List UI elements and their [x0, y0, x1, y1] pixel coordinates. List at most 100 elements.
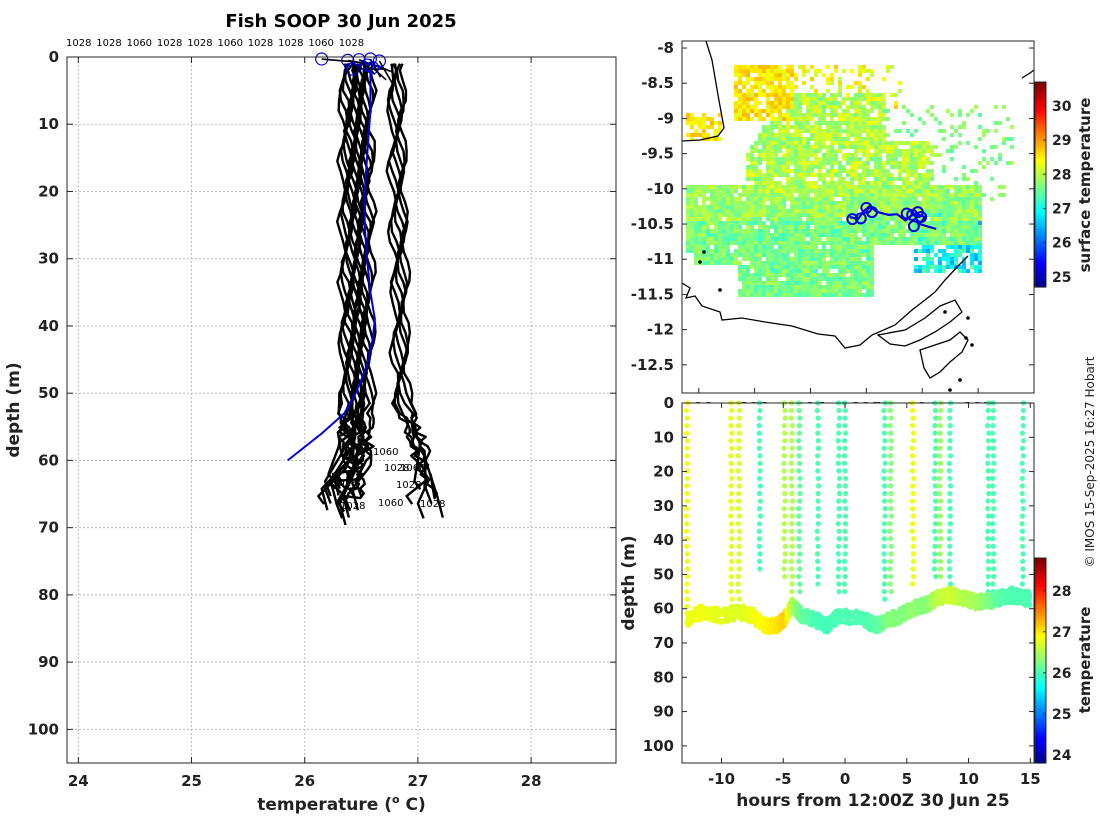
section-sample	[836, 415, 843, 421]
sst-cell	[842, 201, 846, 205]
sst-cell	[922, 225, 926, 229]
sst-cell	[798, 121, 802, 125]
sst-cell	[842, 181, 846, 185]
sst-cell	[778, 141, 782, 145]
sst-colorbar-label: 27	[1052, 201, 1071, 217]
section-sample	[814, 551, 821, 557]
sst-cell	[754, 293, 758, 297]
temp-colorbar-swatch	[1035, 759, 1046, 764]
sst-cell	[690, 205, 694, 209]
sst-cell	[770, 169, 774, 173]
sst-cell	[814, 141, 818, 145]
sst-cell	[794, 201, 798, 205]
sst-cell	[770, 289, 774, 293]
section-sample	[842, 407, 849, 414]
sst-cell	[878, 113, 882, 117]
sst-cell	[770, 189, 774, 193]
sst-cell	[934, 117, 938, 121]
sst-cell	[922, 165, 926, 169]
sst-cell	[778, 149, 782, 153]
sst-cell	[730, 221, 734, 225]
sst-cell	[834, 213, 838, 217]
sst-cell	[950, 197, 954, 201]
sst-cell	[858, 141, 862, 145]
sst-cell	[762, 77, 766, 81]
sst-cell	[862, 269, 866, 273]
sst-cell	[982, 165, 986, 169]
sst-cell	[886, 237, 890, 241]
sst-cell	[850, 269, 854, 273]
sst-cell	[722, 197, 726, 201]
sst-cell	[702, 193, 706, 197]
sst-cell	[830, 73, 834, 77]
sst-cell	[838, 185, 842, 189]
sst-cell	[858, 157, 862, 161]
sst-cell	[754, 85, 758, 89]
top-serial-label: 1028	[187, 38, 212, 49]
sst-cell	[842, 165, 846, 169]
sst-cell	[702, 241, 706, 245]
sst-cell	[918, 269, 922, 273]
sst-cell	[790, 113, 794, 117]
sst-cell	[694, 205, 698, 209]
sst-cell	[926, 249, 930, 253]
sst-cell	[746, 253, 750, 257]
sst-cell	[938, 225, 942, 229]
sst-cell	[810, 221, 814, 225]
sst-cell	[882, 177, 886, 181]
sst-cell	[934, 217, 938, 221]
section-sample	[728, 573, 734, 580]
sst-cell	[834, 245, 838, 249]
sst-cell	[814, 125, 818, 129]
sst-cell	[938, 193, 942, 197]
sst-cell	[722, 257, 726, 261]
sst-cell	[838, 233, 842, 237]
sst-cell	[830, 237, 834, 241]
sst-cell	[870, 201, 874, 205]
sst-cell	[878, 221, 882, 225]
sst-cell	[810, 169, 814, 173]
sst-cell	[774, 97, 778, 101]
sst-colorbar-swatch	[1035, 98, 1046, 102]
sst-cell	[754, 149, 758, 153]
sst-cell	[838, 101, 842, 105]
section-sample	[735, 588, 741, 595]
section-sample	[789, 521, 795, 527]
sst-cell	[918, 237, 922, 241]
sst-cell	[810, 113, 814, 117]
sst-cell	[990, 177, 994, 181]
sst-cell	[822, 245, 826, 249]
sst-cell	[766, 153, 770, 157]
sst-cell	[866, 137, 870, 141]
sst-cell	[918, 189, 922, 193]
sst-cell	[810, 233, 814, 237]
section-sample	[814, 407, 820, 414]
sst-cell	[806, 97, 810, 101]
sst-cell	[842, 213, 846, 217]
sst-cell	[970, 209, 974, 213]
sst-cell	[870, 265, 874, 269]
sst-cell	[866, 149, 870, 153]
sst-cell	[774, 189, 778, 193]
sst-cell	[786, 241, 790, 245]
temp-colorbar-swatch	[1035, 654, 1046, 658]
sst-cell	[734, 213, 738, 217]
sst-cell	[778, 81, 782, 85]
sst-cell	[846, 109, 850, 113]
sst-cell	[790, 273, 794, 277]
sst-cell	[810, 117, 814, 121]
sst-cell	[866, 197, 870, 201]
sst-cell	[814, 197, 818, 201]
sst-cell	[882, 197, 886, 201]
section-sample	[836, 536, 842, 542]
sst-cell	[690, 229, 694, 233]
sst-cell	[862, 65, 866, 69]
sst-cell	[854, 141, 858, 145]
sst-cell	[898, 89, 902, 93]
section-sample	[910, 483, 916, 489]
sst-cell	[982, 149, 986, 153]
sst-cell	[754, 77, 758, 81]
sst-cell	[706, 241, 710, 245]
sst-cell	[854, 197, 858, 201]
sst-cell	[786, 81, 790, 85]
